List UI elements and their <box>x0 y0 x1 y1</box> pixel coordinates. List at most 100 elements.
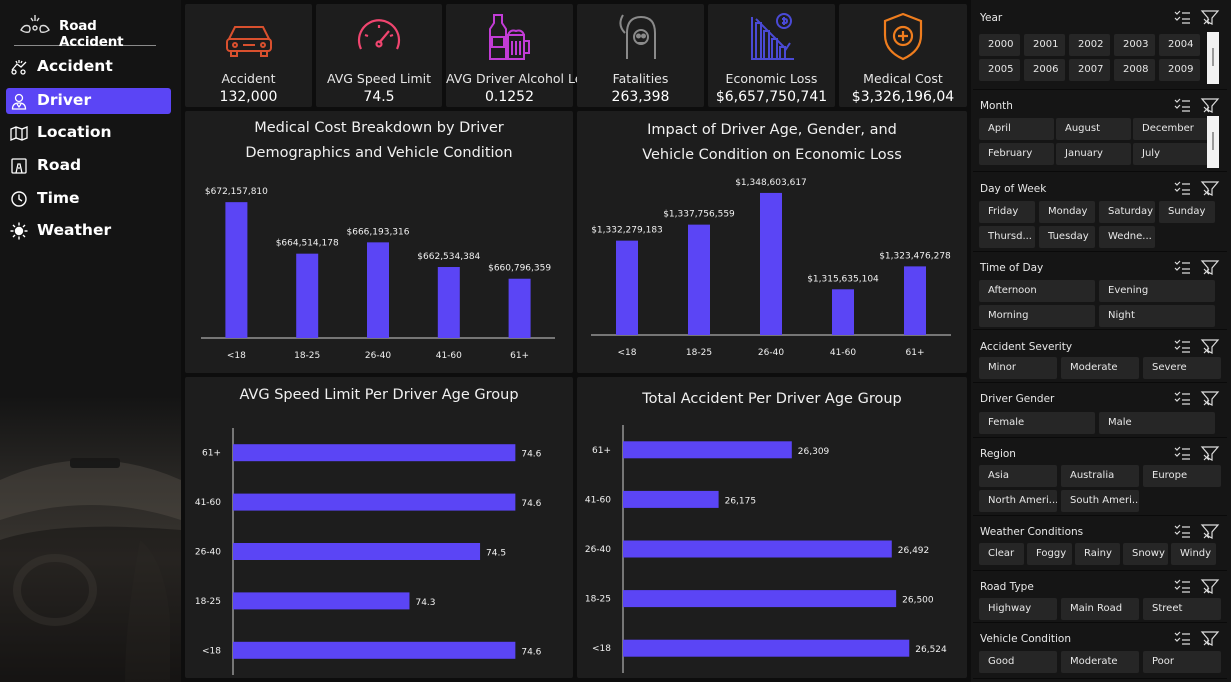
scrollbar-thumb[interactable] <box>1212 48 1214 66</box>
filter-title: Day of Week <box>980 183 1047 195</box>
filter-chip[interactable]: Severe <box>1143 357 1221 379</box>
filter-chip[interactable]: Europe <box>1143 465 1221 487</box>
bar[interactable] <box>623 540 892 558</box>
bar[interactable] <box>623 441 792 459</box>
clear-filter-icon[interactable] <box>1200 181 1220 196</box>
filter-chip[interactable]: 2007 <box>1069 59 1110 81</box>
filter-chip[interactable]: Moderate <box>1061 357 1139 379</box>
filter-chip[interactable]: Thursd... <box>979 226 1035 248</box>
nav-item-driver[interactable]: Driver <box>6 88 171 114</box>
multi-select-icon[interactable] <box>1174 631 1190 645</box>
nav-item-location[interactable]: Location <box>6 120 171 146</box>
multi-select-icon[interactable] <box>1174 98 1190 112</box>
filter-chip[interactable]: Sunday <box>1159 201 1215 223</box>
clear-filter-icon[interactable] <box>1200 391 1220 406</box>
multi-select-icon[interactable] <box>1174 524 1190 538</box>
bar[interactable] <box>832 289 854 335</box>
bar[interactable] <box>233 493 516 511</box>
filter-chip[interactable]: Monday <box>1039 201 1095 223</box>
filter-chip[interactable]: Rainy <box>1075 543 1120 565</box>
filter-chip[interactable]: Moderate <box>1061 651 1139 673</box>
filter-chip[interactable]: January <box>1056 143 1131 165</box>
filter-chip[interactable]: Tuesday <box>1039 226 1095 248</box>
multi-select-icon[interactable] <box>1174 391 1190 405</box>
filter-chip[interactable]: Street <box>1143 598 1221 620</box>
multi-select-icon[interactable] <box>1174 181 1190 195</box>
scrollbar[interactable] <box>1207 116 1219 168</box>
bar[interactable] <box>296 253 319 338</box>
filter-chip[interactable]: 2002 <box>1069 34 1110 56</box>
bar[interactable] <box>367 242 389 338</box>
nav-item-accident[interactable]: Accident <box>6 54 171 80</box>
filter-chip[interactable]: Female <box>979 412 1095 434</box>
filter-chip[interactable]: August <box>1056 118 1131 140</box>
bar[interactable] <box>437 267 460 338</box>
filter-chip[interactable]: Good <box>979 651 1057 673</box>
clear-filter-icon[interactable] <box>1200 524 1220 539</box>
data-label: $1,332,279,183 <box>591 226 663 236</box>
nav-item-time[interactable]: Time <box>6 186 171 212</box>
bar[interactable] <box>616 240 638 335</box>
filter-chip[interactable]: 2009 <box>1159 59 1200 81</box>
filter-chip[interactable]: Male <box>1099 412 1215 434</box>
bar[interactable] <box>688 224 710 335</box>
filter-chip[interactable]: Friday <box>979 201 1035 223</box>
scrollbar-thumb[interactable] <box>1212 132 1214 150</box>
filter-chip[interactable]: 2005 <box>979 59 1020 81</box>
bar[interactable] <box>508 278 531 338</box>
multi-select-icon[interactable] <box>1174 260 1190 274</box>
filter-chip[interactable]: 2008 <box>1114 59 1155 81</box>
filter-chip[interactable]: Poor <box>1143 651 1221 673</box>
clear-filter-icon[interactable] <box>1200 631 1220 646</box>
multi-select-icon[interactable] <box>1174 579 1190 593</box>
bar[interactable] <box>233 592 410 610</box>
filter-chip[interactable]: 2004 <box>1159 34 1200 56</box>
filter-chip[interactable]: Highway <box>979 598 1057 620</box>
filter-chip[interactable]: Clear <box>979 543 1024 565</box>
filter-chip[interactable]: February <box>979 143 1054 165</box>
bar[interactable] <box>233 641 516 659</box>
bar[interactable] <box>623 590 897 608</box>
nav-item-weather[interactable]: Weather <box>6 218 171 244</box>
filter-chip[interactable]: Snowy <box>1123 543 1168 565</box>
clear-filter-icon[interactable] <box>1200 260 1220 275</box>
filter-chip[interactable]: 2003 <box>1114 34 1155 56</box>
bar[interactable] <box>225 202 248 338</box>
multi-select-icon[interactable] <box>1174 339 1190 353</box>
filter-chip[interactable]: 2006 <box>1024 59 1065 81</box>
clear-filter-icon[interactable] <box>1200 339 1220 354</box>
nav-item-road[interactable]: Road <box>6 153 171 179</box>
filter-chip[interactable]: South Ameri... <box>1061 490 1139 512</box>
filter-chip[interactable]: Night <box>1099 305 1215 327</box>
filter-chip[interactable]: 2001 <box>1024 34 1065 56</box>
filter-chip[interactable]: North Ameri... <box>979 490 1057 512</box>
bar[interactable] <box>623 639 910 657</box>
filter-chip[interactable]: April <box>979 118 1054 140</box>
filter-chip[interactable]: Main Road <box>1061 598 1139 620</box>
filter-chip[interactable]: December <box>1133 118 1208 140</box>
filter-chip[interactable]: Windy <box>1171 543 1216 565</box>
filter-chip[interactable]: Asia <box>979 465 1057 487</box>
bar[interactable] <box>760 192 782 335</box>
filter-chip[interactable]: 2000 <box>979 34 1020 56</box>
clear-filter-icon[interactable] <box>1200 446 1220 461</box>
bar[interactable] <box>904 266 926 335</box>
filter-chip[interactable]: Foggy <box>1027 543 1072 565</box>
clear-filter-icon[interactable] <box>1200 98 1220 113</box>
filter-chip[interactable]: Wedne... <box>1099 226 1155 248</box>
bar[interactable] <box>233 444 516 462</box>
multi-select-icon[interactable] <box>1174 10 1190 24</box>
filter-chip[interactable]: Saturday <box>1099 201 1155 223</box>
multi-select-icon[interactable] <box>1174 446 1190 460</box>
clear-filter-icon[interactable] <box>1200 579 1220 594</box>
filter-chip[interactable]: Morning <box>979 305 1095 327</box>
scrollbar[interactable] <box>1207 32 1219 84</box>
filter-chip[interactable]: Afternoon <box>979 280 1095 302</box>
clear-filter-icon[interactable] <box>1200 10 1220 25</box>
filter-chip[interactable]: July <box>1133 143 1208 165</box>
filter-chip[interactable]: Australia <box>1061 465 1139 487</box>
filter-chip[interactable]: Minor <box>979 357 1057 379</box>
bar[interactable] <box>233 543 481 560</box>
bar[interactable] <box>623 490 719 508</box>
filter-chip[interactable]: Evening <box>1099 280 1215 302</box>
